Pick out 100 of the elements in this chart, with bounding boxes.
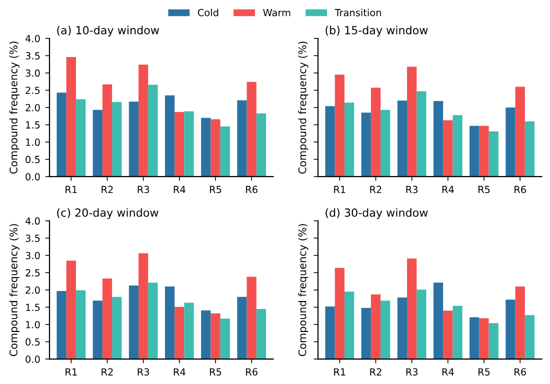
x-tick-label: R1 (334, 368, 346, 376)
bar (184, 111, 194, 177)
x-tick-label: R1 (66, 186, 77, 194)
bar (174, 306, 184, 360)
y-tick-label: 3.5 (26, 234, 40, 242)
bar (344, 292, 354, 360)
bar (325, 106, 335, 177)
bar (506, 300, 516, 360)
bar (479, 318, 489, 360)
bar (201, 118, 211, 177)
bar (488, 131, 498, 177)
x-tick-label: R2 (102, 186, 113, 194)
chart-title: (a) 10-day window (57, 26, 160, 37)
bar (76, 290, 86, 360)
bar (128, 102, 139, 177)
y-tick-label: 0.5 (26, 156, 40, 164)
bar (210, 313, 220, 360)
bar (66, 57, 76, 177)
y-axis-title: Compound frequency (%) (9, 224, 20, 356)
x-tick-label: R3 (138, 186, 150, 194)
bar (334, 268, 344, 360)
bar (334, 74, 344, 177)
bar (138, 253, 148, 360)
y-tick-label: 4.0 (25, 34, 40, 42)
bar (220, 318, 230, 360)
bar (361, 112, 371, 177)
bar (76, 99, 86, 177)
bar (174, 112, 184, 177)
bar (256, 113, 266, 177)
bar (397, 298, 408, 360)
x-tick-label: R5 (210, 368, 222, 376)
chart-title: (d) 30-day window (326, 208, 428, 219)
y-tick-label: 1.0 (26, 320, 40, 328)
bar (344, 102, 354, 177)
bar (92, 300, 102, 360)
bar (407, 258, 417, 360)
x-tick-label: R6 (246, 368, 258, 376)
bar (361, 308, 371, 360)
bar (433, 100, 444, 177)
x-tick-label: R3 (138, 368, 150, 376)
bar (397, 100, 408, 177)
bar (479, 126, 489, 177)
y-tick-label: 4.0 (25, 217, 40, 225)
bar (66, 260, 76, 360)
x-tick-label: R6 (514, 186, 526, 194)
x-tick-label: R6 (246, 186, 258, 194)
bar (112, 102, 122, 177)
bar (148, 282, 158, 360)
bar (237, 296, 247, 360)
y-tick-label: 0.5 (26, 338, 40, 346)
chart-title: (c) 20-day window (57, 208, 158, 219)
bar (237, 100, 247, 177)
bar (452, 115, 462, 177)
x-tick-label: R5 (478, 186, 490, 194)
chart-title: (b) 15-day window (326, 26, 428, 37)
y-axis-title: Compound frequency (%) (298, 224, 308, 356)
bar (102, 84, 112, 177)
x-tick-label: R4 (442, 368, 454, 376)
bar (138, 64, 148, 177)
x-tick-label: R5 (210, 186, 222, 194)
legend-label: Cold (198, 8, 218, 16)
bar (416, 91, 426, 177)
x-tick-label: R1 (66, 368, 77, 376)
bar (515, 286, 525, 360)
y-tick-label: 1.0 (26, 138, 40, 146)
x-tick-label: R5 (478, 368, 490, 376)
bar (92, 110, 102, 177)
bar (246, 276, 256, 360)
bar (210, 119, 220, 177)
bar (470, 317, 480, 360)
x-tick-label: R4 (174, 186, 186, 194)
y-axis-title: Compound frequency (%) (9, 42, 20, 174)
bar (102, 278, 112, 360)
bar (56, 290, 66, 360)
y-tick-label: 2.5 (26, 86, 40, 94)
bar (488, 323, 498, 360)
bar (148, 84, 158, 177)
bar (515, 86, 525, 177)
y-tick-label: 3.0 (26, 252, 40, 260)
bar (201, 310, 211, 360)
y-tick-label: 3.5 (26, 52, 40, 60)
legend-label: Transition (334, 8, 381, 16)
bar (380, 300, 390, 360)
bar (164, 286, 175, 360)
x-tick-label: R2 (102, 368, 113, 376)
bar (184, 302, 194, 360)
bar (256, 308, 266, 360)
y-tick-label: 1.5 (26, 304, 40, 312)
x-tick-label: R3 (406, 368, 418, 376)
x-tick-label: R2 (370, 186, 382, 194)
bar (470, 126, 480, 177)
x-tick-label: R2 (370, 368, 382, 376)
x-tick-label: R4 (174, 368, 186, 376)
bar (246, 82, 256, 177)
bar (433, 282, 444, 360)
x-tick-label: R4 (442, 186, 454, 194)
bar (452, 306, 462, 360)
y-tick-label: 3.0 (26, 69, 40, 77)
y-tick-label: 0.0 (26, 173, 40, 180)
bar (56, 92, 66, 177)
